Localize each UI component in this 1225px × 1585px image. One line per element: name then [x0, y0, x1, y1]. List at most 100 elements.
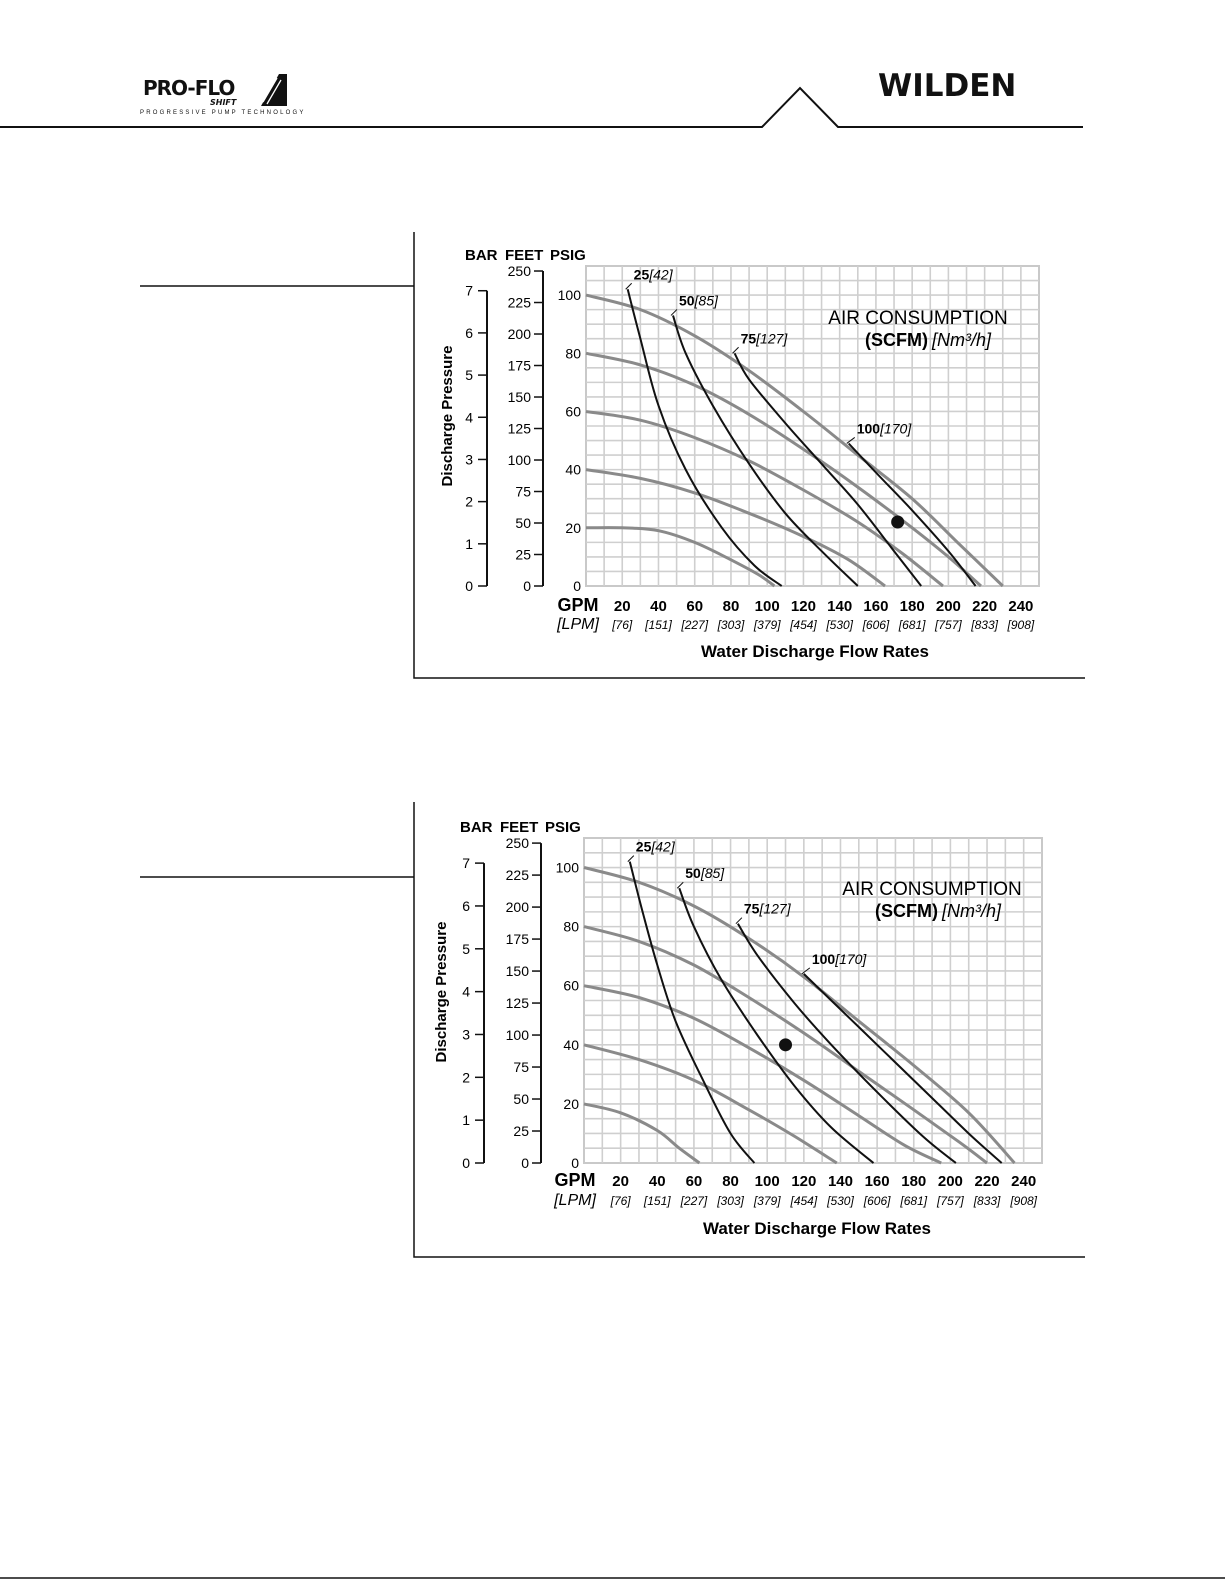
- pressure-curve-80-psig: [583, 925, 988, 1165]
- operating-point-marker: [891, 515, 905, 529]
- x-tick-gpm-label: 20: [614, 598, 631, 615]
- header-rule: [0, 86, 1083, 128]
- x-tick-lpm-label: [606]: [862, 618, 890, 632]
- x-tick-gpm-label: 140: [827, 598, 852, 615]
- x-tick-gpm-label: 120: [791, 598, 816, 615]
- feet-tick-label: 100: [506, 1027, 530, 1043]
- x-tick-lpm-label: [757]: [934, 618, 962, 632]
- pressure-curve-100-psig: [583, 866, 1016, 1165]
- air-curve-scfm: 100: [812, 951, 836, 967]
- x-tick-gpm-label: 160: [863, 598, 888, 615]
- x-unit-lpm: [LPM]: [553, 1192, 596, 1209]
- air-curve-nm3h: [127]: [758, 901, 791, 917]
- air-curve-leader: [801, 967, 811, 975]
- feet-tick-label: 75: [515, 484, 531, 500]
- x-tick-gpm-label: 80: [722, 1173, 739, 1190]
- psig-tick-label: 40: [565, 462, 581, 478]
- bar-tick-label: 2: [465, 494, 473, 510]
- air-curve-leader: [676, 881, 684, 889]
- x-tick-lpm-label: [833]: [970, 618, 998, 632]
- air-curve-scfm: 50: [685, 865, 701, 881]
- air-curve-leader: [735, 917, 743, 925]
- x-tick-gpm-label: 60: [686, 1173, 703, 1190]
- psig-tick-label: 100: [558, 287, 582, 303]
- bar-tick-label: 1: [462, 1112, 470, 1128]
- pressure-curve-100-psig: [585, 293, 1004, 588]
- air-curve-scfm: 50: [679, 292, 695, 308]
- x-tick-lpm-label: [530]: [825, 618, 853, 632]
- wilden-logo: WILDEN: [878, 68, 1017, 104]
- air-curve-label-50: 50[85]: [685, 865, 725, 881]
- bar-tick-label: 4: [462, 984, 470, 1000]
- x-tick-lpm-label: [151]: [643, 1194, 671, 1208]
- air-curve-nm3h: [170]: [834, 951, 867, 967]
- x-tick-gpm-label: 120: [791, 1173, 816, 1190]
- air-curve-leader: [627, 855, 635, 862]
- x-tick-gpm-label: 220: [972, 598, 997, 615]
- air-curve-nm3h: [127]: [755, 330, 788, 346]
- bar-axis-title: BAR: [460, 819, 493, 836]
- chart-subtitle-italic: [Nm³/h]: [941, 901, 1002, 921]
- psig-tick-label: 0: [571, 1155, 579, 1171]
- x-tick-lpm-label: [833]: [973, 1194, 1001, 1208]
- x-tick-gpm-label: 40: [649, 1173, 666, 1190]
- chart-labels: BAR FEET PSIG Discharge Pressure AIR CON…: [433, 819, 1038, 1238]
- bar-axis-title: BAR: [465, 247, 498, 264]
- bar-tick-label: 0: [462, 1155, 470, 1171]
- air-curve-nm3h: [42]: [650, 839, 675, 855]
- psig-tick-label: 20: [565, 520, 581, 536]
- air-curve-scfm: 100: [857, 420, 881, 436]
- air-curve-label-100: 100[170]: [857, 420, 913, 436]
- operating-point-marker: [779, 1038, 793, 1052]
- proflo-logo-brand: PRO-FLO: [143, 76, 235, 100]
- feet-tick-label: 150: [508, 389, 532, 405]
- psig-tick-label: 80: [563, 919, 579, 935]
- air-curve-scfm: 75: [744, 901, 760, 917]
- chart-title: AIR CONSUMPTION: [828, 308, 1007, 329]
- proflo-logo-sub: SHIFT: [210, 98, 237, 107]
- feet-tick-label: 125: [506, 995, 530, 1011]
- x-unit-gpm: GPM: [554, 1170, 595, 1190]
- feet-tick-label: 125: [508, 421, 532, 437]
- x-axis-label: Water Discharge Flow Rates: [701, 642, 929, 661]
- air-curve-label-25: 25[42]: [634, 266, 674, 282]
- feet-axis-title: FEET: [505, 247, 543, 264]
- x-tick-gpm-label: 200: [938, 1173, 963, 1190]
- bar-tick-label: 7: [465, 283, 473, 299]
- x-tick-gpm-label: 40: [650, 598, 667, 615]
- feet-tick-label: 175: [508, 358, 532, 374]
- x-tick-gpm-label: 180: [900, 598, 925, 615]
- chart-curves: [583, 861, 1016, 1165]
- psig-tick-label: 0: [573, 578, 581, 594]
- chart-labels: BAR FEET PSIG Discharge Pressure AIR CON…: [439, 247, 1035, 661]
- bar-tick-label: 5: [462, 941, 470, 957]
- pressure-curve-40-psig: [583, 1043, 838, 1165]
- air-curve-scfm: 25: [634, 266, 650, 282]
- x-tick-gpm-label: 100: [755, 1173, 780, 1190]
- bar-tick-label: 3: [465, 451, 473, 467]
- x-tick-lpm-label: [908]: [1007, 618, 1035, 632]
- air-curve-100-scfm: [847, 442, 977, 587]
- air-curve-nm3h: [170]: [879, 420, 912, 436]
- x-tick-gpm-label: 100: [755, 598, 780, 615]
- air-curve-25-scfm: [626, 289, 783, 587]
- air-curve-scfm: 75: [741, 330, 757, 346]
- x-tick-gpm-label: 200: [936, 598, 961, 615]
- proflo-logo-tagline: PROGRESSIVE PUMP TECHNOLOGY: [140, 110, 306, 116]
- x-tick-lpm-label: [151]: [644, 618, 672, 632]
- feet-tick-label: 200: [508, 326, 532, 342]
- feet-tick-label: 75: [513, 1059, 529, 1075]
- x-tick-lpm-label: [227]: [680, 1194, 708, 1208]
- bar-tick-label: 0: [465, 578, 473, 594]
- feet-tick-label: 175: [506, 931, 530, 947]
- bar-tick-label: 6: [465, 325, 473, 341]
- air-curve-leader: [732, 346, 739, 354]
- x-tick-lpm-label: [530]: [826, 1194, 854, 1208]
- x-tick-lpm-label: [757]: [936, 1194, 964, 1208]
- feet-tick-label: 0: [523, 578, 531, 594]
- feet-axis-title: FEET: [500, 819, 538, 836]
- air-curve-scfm: 25: [636, 839, 652, 855]
- x-tick-gpm-label: 60: [686, 598, 703, 615]
- chart-title: AIR CONSUMPTION: [842, 879, 1021, 900]
- air-curve-nm3h: [42]: [648, 266, 673, 282]
